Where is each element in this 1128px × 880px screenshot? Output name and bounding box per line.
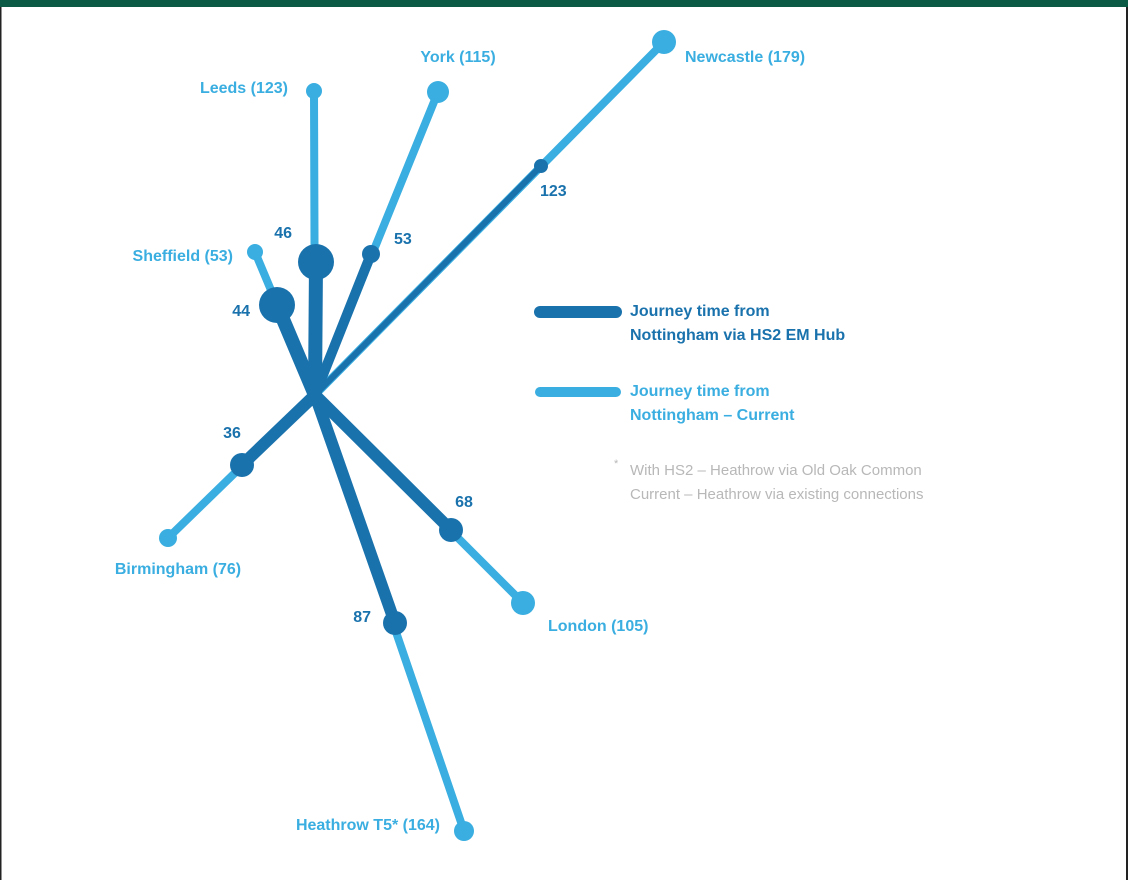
current-endpoint	[247, 244, 263, 260]
hs2-point	[259, 287, 295, 323]
hs2-route	[308, 255, 323, 402]
legend-hs2-line1: Journey time from	[630, 303, 770, 320]
hs2-route	[236, 389, 321, 471]
legend-hs2-line2: Nottingham via HS2 EM Hub	[630, 327, 845, 344]
destination-label: Heathrow T5* (164)	[296, 817, 440, 834]
hs2-time-label: 46	[274, 225, 292, 242]
current-endpoint	[454, 821, 474, 841]
hs2-time-label: 36	[223, 425, 241, 442]
destination-label: Newcastle (179)	[685, 49, 805, 66]
hs2-point	[534, 159, 548, 173]
footnote-line1: With HS2 – Heathrow via Old Oak Common	[630, 462, 922, 479]
destination-label: Birmingham (76)	[115, 561, 241, 578]
top-bar	[0, 0, 1128, 7]
hs2-point	[298, 244, 334, 280]
route-labels: Leeds (123) 46 York (115) 53 Newcastle (179)…	[115, 49, 805, 834]
hs2-point	[383, 611, 407, 635]
current-endpoint	[511, 591, 535, 615]
hs2-point	[230, 453, 254, 477]
destination-label: London (105)	[548, 618, 648, 635]
hs2-time-label: 123	[540, 183, 567, 200]
footnote-line2: Current – Heathrow via existing connecti…	[630, 486, 923, 503]
legend-current-line2: Nottingham – Current	[630, 407, 795, 424]
footnote-marker: *	[614, 458, 619, 470]
routes	[159, 30, 676, 841]
hs2-time-label: 87	[353, 609, 371, 626]
right-border	[1126, 7, 1128, 880]
legend-current-line1: Journey time from	[630, 383, 770, 400]
hs2-time-label: 44	[232, 303, 250, 320]
hs2-route	[310, 249, 376, 400]
current-endpoint	[427, 81, 449, 103]
hs2-point	[362, 245, 380, 263]
current-endpoint	[652, 30, 676, 54]
hs2-time-label: 53	[394, 231, 412, 248]
hs2-point	[439, 518, 463, 542]
hs2-route	[309, 389, 401, 629]
hs2-time-label: 68	[455, 494, 473, 511]
left-border	[0, 7, 2, 880]
hs2-route	[309, 389, 457, 536]
current-endpoint	[306, 83, 322, 99]
hs2-route	[312, 163, 544, 398]
destination-label: Leeds (123)	[200, 80, 288, 97]
current-endpoint	[159, 529, 177, 547]
destination-label: York (115)	[420, 49, 495, 66]
destination-label: Sheffield (53)	[133, 248, 233, 265]
